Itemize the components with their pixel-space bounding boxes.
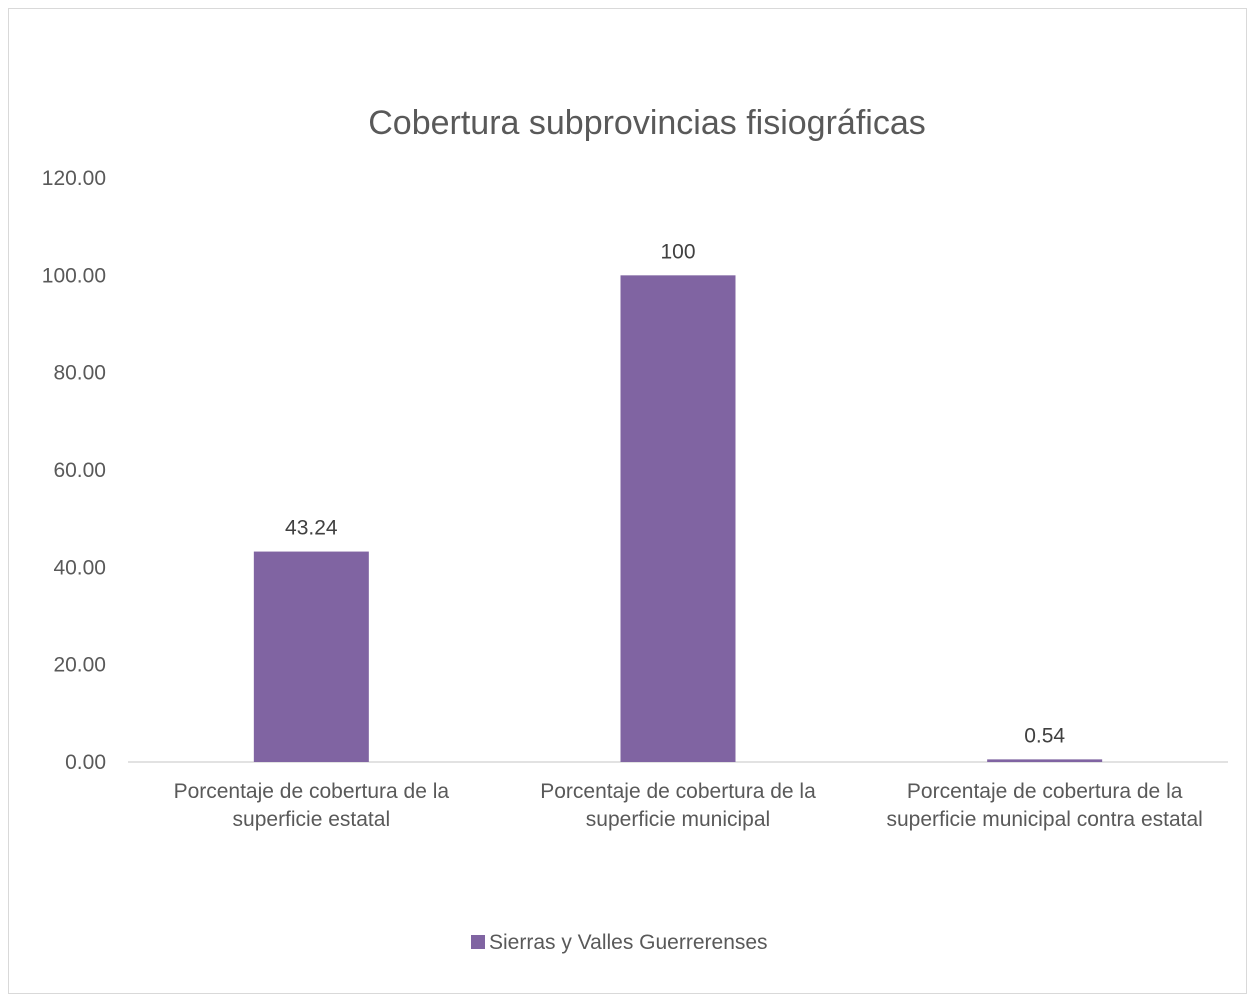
chart-title: Cobertura subprovincias fisiográficas: [368, 104, 925, 142]
y-tick-label: 20.00: [53, 654, 106, 677]
legend-swatch: [471, 935, 485, 949]
data-label: 100: [660, 240, 695, 263]
y-axis-ticks: 0.00 20.00 40.00 60.00 80.00 100.00 120.00: [42, 167, 106, 774]
y-tick-label: 0.00: [65, 751, 106, 774]
category-label: Porcentaje de cobertura de la: [907, 780, 1183, 803]
category-label: Porcentaje de cobertura de la: [174, 780, 450, 803]
data-label: 0.54: [1024, 724, 1065, 747]
bar: [620, 275, 736, 762]
bar: [253, 551, 369, 762]
data-label: 43.24: [285, 517, 338, 540]
bars: [253, 275, 1103, 762]
y-tick-label: 40.00: [53, 556, 106, 579]
category-labels: Porcentaje de cobertura de la superficie …: [174, 780, 1203, 831]
y-tick-label: 100.00: [42, 264, 106, 287]
category-label: superficie estatal: [233, 808, 391, 831]
legend-label: Sierras y Valles Guerrerenses: [489, 931, 768, 954]
category-label: superficie municipal: [586, 808, 770, 831]
y-tick-label: 80.00: [53, 362, 106, 385]
category-label: Porcentaje de cobertura de la: [540, 780, 816, 803]
category-label: superficie municipal contra estatal: [887, 808, 1203, 831]
y-tick-label: 60.00: [53, 459, 106, 482]
data-labels: 43.24 100 0.54: [285, 240, 1065, 747]
bar: [987, 759, 1103, 762]
legend: Sierras y Valles Guerrerenses: [471, 931, 768, 954]
y-tick-label: 120.00: [42, 167, 106, 190]
